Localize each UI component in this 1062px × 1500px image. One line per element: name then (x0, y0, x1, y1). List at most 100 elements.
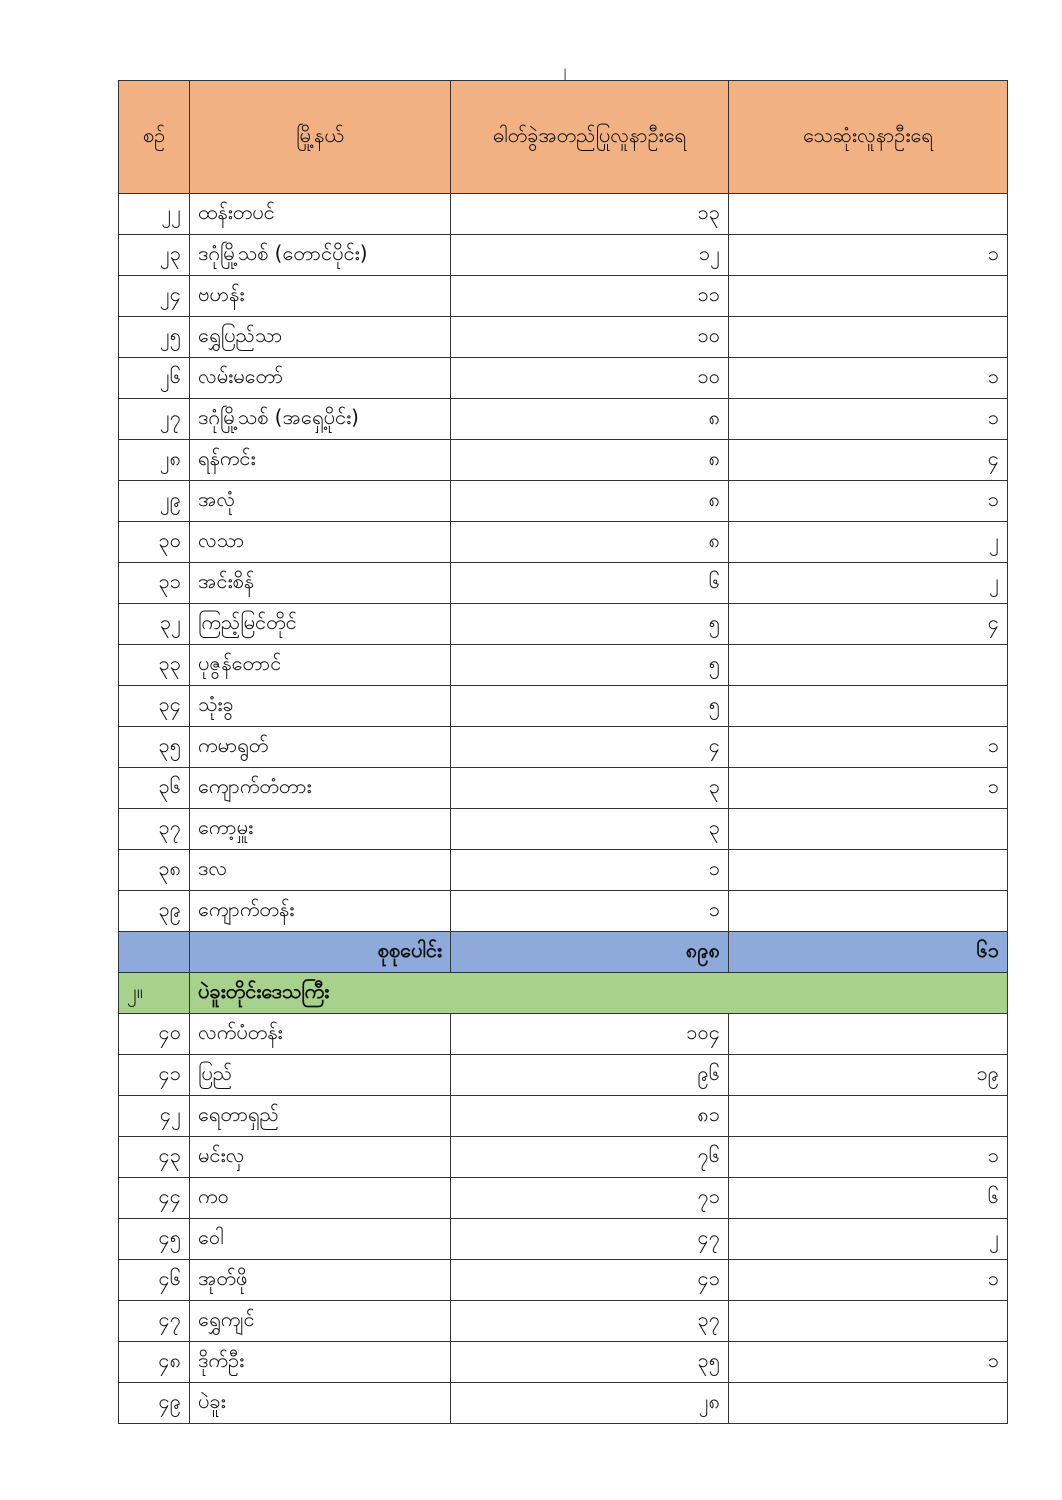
table-row: ၃၁ အင်းစိန်၆၂ (118, 562, 1008, 604)
cell-no: ၄၉ (118, 1382, 190, 1424)
cell-township: ပဲခူး (189, 1382, 451, 1424)
cell-no: ၂၃ (118, 234, 190, 276)
cell-deaths: ၁ (728, 234, 1008, 276)
cell-no: ၄၈ (118, 1341, 190, 1383)
table-row: ၄၈ ဒိုက်ဦး ၃၅၁ (118, 1341, 1008, 1383)
cell-township: ထန်းတပင် (189, 193, 451, 235)
table-row: ၃၇ ကော့မှူး၃ (118, 808, 1008, 850)
table-row: ၄၁ ပြည် ၉၆ ၁၉ (118, 1054, 1008, 1096)
table-row: ၂၈ ရန်ကင်း၈၄ (118, 439, 1008, 481)
cell-township: ရွှေကျင် (189, 1300, 451, 1342)
cell-no: ၃၉ (118, 890, 190, 932)
table-row: ၂၆ လမ်းမတော် ၁၀၁ (118, 357, 1008, 399)
cell-no: ၂၂ (118, 193, 190, 235)
cell-confirmed: ၅ (450, 685, 729, 727)
cell-deaths: ၄ (728, 439, 1008, 481)
cell-no: ၃၂ (118, 603, 190, 645)
cell-township: အလုံ (189, 480, 451, 522)
table-row: ၄၆ အုတ်ဖို ၄၁၁ (118, 1259, 1008, 1301)
cell-township: မင်းလှ (189, 1136, 451, 1178)
cell-confirmed: ၁၁ (450, 275, 729, 317)
table-row: ၄၂ ရေတာရှည် ၈၁ (118, 1095, 1008, 1137)
cell-no: ၂၅ (118, 316, 190, 358)
cell-confirmed: ၁ (450, 890, 729, 932)
cell-deaths: ၆ (728, 1177, 1008, 1219)
header-row: စဉ် မြို့နယ် ဓါတ်ခွဲအတည်ပြုလူနာဦးရေ သေဆု… (118, 80, 1008, 194)
cell-township: ဒလ (189, 849, 451, 891)
cell-no: ၄၃ (118, 1136, 190, 1178)
cell-deaths (728, 644, 1008, 686)
table-row: ၃၀ လသာ၈၂ (118, 521, 1008, 563)
cell-township: ဒဂုံမြို့သစ် (အရှေ့ပိုင်း) (189, 398, 451, 440)
cell-confirmed: ၃၇ (450, 1300, 729, 1342)
cell-deaths: ၂ (728, 521, 1008, 563)
cell-no: ၂၉ (118, 480, 190, 522)
cell-township: ဝေါ (189, 1218, 451, 1260)
cell-township: ပြည် (189, 1054, 451, 1096)
cell-township: ကမာရွတ် (189, 726, 451, 768)
cell-no: ၄၁ (118, 1054, 190, 1096)
cell-deaths (728, 275, 1008, 317)
cell-deaths (728, 1013, 1008, 1055)
cell-township: အင်းစိန် (189, 562, 451, 604)
cell-deaths (728, 1095, 1008, 1137)
cell-confirmed: ၁ (450, 849, 729, 891)
cell-deaths: ၁ (728, 767, 1008, 809)
cell-township: ကော့မှူး (189, 808, 451, 850)
table-row: ၂၅ ရွှေပြည်သာ ၁၀ (118, 316, 1008, 358)
table-row: ၄၄ ကဝ ၇၁၆ (118, 1177, 1008, 1219)
cell-deaths (728, 890, 1008, 932)
cell-township: ကြည့်မြင်တိုင် (189, 603, 451, 645)
table-row: ၂၉ အလုံ၈၁ (118, 480, 1008, 522)
total-label: စုစုပေါင်း (189, 931, 451, 973)
cell-confirmed: ၈ (450, 480, 729, 522)
cell-no: ၄၀ (118, 1013, 190, 1055)
cell-township: ကျောက်တံတား (189, 767, 451, 809)
cell-confirmed: ၇၁ (450, 1177, 729, 1219)
page-number: ၂ (557, 60, 567, 81)
total-confirmed: ၈၉၈ (450, 931, 729, 973)
cell-confirmed: ၇၆ (450, 1136, 729, 1178)
table-row: ၃၂ ကြည့်မြင်တိုင်၅၄ (118, 603, 1008, 645)
table-row: ၂၄ ဗဟန်း ၁၁ (118, 275, 1008, 317)
cell-deaths: ၁၉ (728, 1054, 1008, 1096)
cell-confirmed: ၅ (450, 644, 729, 686)
cell-no: ၃၅ (118, 726, 190, 768)
cell-confirmed: ၄၇ (450, 1218, 729, 1260)
cell-deaths: ၁ (728, 480, 1008, 522)
table-row: ၂၇ ဒဂုံမြို့သစ် (အရှေ့ပိုင်း) ၈၁ (118, 398, 1008, 440)
cell-no: ၃၁ (118, 562, 190, 604)
cell-no: ၄၂ (118, 1095, 190, 1137)
cell-township: ကဝ (189, 1177, 451, 1219)
cell-no: ၃၈ (118, 849, 190, 891)
cell-deaths (728, 193, 1008, 235)
cell-township: လမ်းမတော် (189, 357, 451, 399)
cell-no: ၄၆ (118, 1259, 190, 1301)
cell-township: ဗဟန်း (189, 275, 451, 317)
header-township: မြို့နယ် (189, 80, 451, 194)
cell-township: အုတ်ဖို (189, 1259, 451, 1301)
cell-no: ၃၇ (118, 808, 190, 850)
cell-confirmed: ၄၁ (450, 1259, 729, 1301)
cell-confirmed: ၃ (450, 767, 729, 809)
cell-deaths: ၄ (728, 603, 1008, 645)
cell-confirmed: ၁၀၄ (450, 1013, 729, 1055)
cell-deaths (728, 316, 1008, 358)
cell-no (118, 931, 190, 973)
cell-deaths: ၁ (728, 1259, 1008, 1301)
section-number: ၂။ (118, 972, 190, 1014)
cell-no: ၃၆ (118, 767, 190, 809)
cell-deaths (728, 808, 1008, 850)
cell-deaths: ၁ (728, 726, 1008, 768)
section-row: ၂။ ပဲခူးတိုင်းဒေသကြီး (118, 972, 1008, 1014)
cell-deaths: ၁ (728, 1136, 1008, 1178)
cell-confirmed: ၆ (450, 562, 729, 604)
cell-no: ၄၄ (118, 1177, 190, 1219)
cell-no: ၄၅ (118, 1218, 190, 1260)
cell-township: ရွှေပြည်သာ (189, 316, 451, 358)
cell-no: ၃၄ (118, 685, 190, 727)
header-deaths: သေဆုံးလူနာဦးရေ (728, 80, 1008, 194)
section-name: ပဲခူးတိုင်းဒေသကြီး (189, 972, 1008, 1014)
cell-confirmed: ၉၆ (450, 1054, 729, 1096)
cell-confirmed: ၄ (450, 726, 729, 768)
